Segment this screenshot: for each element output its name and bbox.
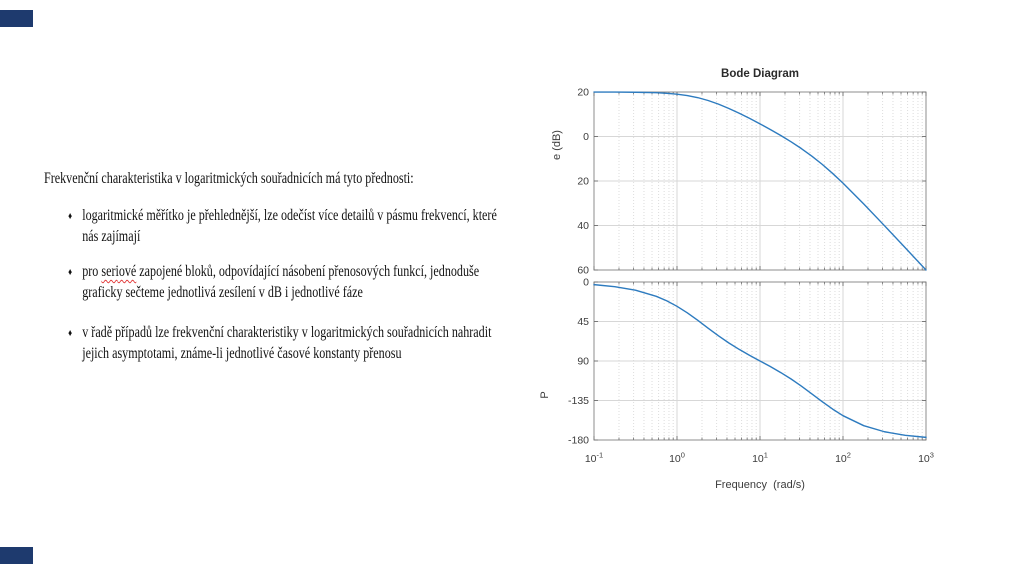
bullet-line: logaritmické měřítko je přehlednější, lz…	[82, 207, 497, 224]
bullet-diamond-icon: ♦	[68, 211, 73, 222]
bullet-item-2: ♦ pro seriové zapojené bloků, odpovídají…	[68, 261, 479, 303]
bullet-diamond-icon: ♦	[68, 328, 73, 339]
y-tick-label: 40	[577, 220, 589, 232]
x-tick-label: 101	[752, 451, 768, 466]
y-tick-label: 20	[577, 87, 589, 99]
bullet-line: graficky sečteme jednotlivá zesílení v d…	[82, 284, 363, 301]
y-tick-label: 90	[577, 356, 589, 368]
bullet-line: v řadě případů lze frekvenční charakteri…	[82, 324, 492, 341]
text-block: Frekvenční charakteristika v logaritmick…	[44, 168, 574, 383]
bullet-item-3: ♦ v řadě případů lze frekvenční charakte…	[68, 322, 491, 364]
x-tick-label: 103	[918, 451, 934, 466]
y-tick-label: -135	[568, 395, 589, 407]
slide-corner-decor-bottom	[0, 547, 33, 564]
bullet-text: v řadě případů lze frekvenční charakteri…	[82, 322, 491, 364]
y-tick-label: -180	[568, 435, 589, 447]
magnitude-axis-label: e (dB)	[551, 130, 563, 160]
bode-diagram-svg: 20 0 20 40 60 e (dB) 0 45 90 -135 -180 P Bode Diagra…	[539, 68, 934, 491]
bullet-line: nás zajímají	[82, 228, 141, 245]
phase-curve	[593, 283, 927, 439]
bullet-item-1: ♦ logaritmické měřítko je přehlednější, …	[68, 205, 497, 247]
x-tick-label: 10-1	[585, 451, 603, 466]
phase-axis-label: P	[539, 391, 551, 398]
bullet-text: pro seriové zapojené bloků, odpovídající…	[82, 261, 479, 303]
bullet-line: zapojené bloků, odpovídající násobení př…	[136, 263, 480, 280]
heading: Frekvenční charakteristika v logaritmick…	[44, 170, 414, 187]
bullet-line: jejich asymptotami, známe-li jednotlivé …	[82, 345, 402, 362]
magnitude-curve	[593, 91, 927, 271]
y-tick-label: 45	[577, 316, 589, 328]
y-tick-label: 0	[583, 277, 589, 289]
bullet-line: pro	[82, 263, 102, 280]
x-tick-label: 102	[835, 451, 851, 466]
y-tick-label: 20	[577, 176, 589, 188]
chart-title: Bode Diagram	[721, 68, 799, 80]
slide-corner-decor-top	[0, 10, 33, 27]
x-tick-label: 100	[669, 451, 685, 466]
bullet-text: logaritmické měřítko je přehlednější, lz…	[82, 205, 497, 247]
x-axis-label: Frequency (rad/s)	[715, 479, 805, 491]
y-tick-label: 60	[577, 265, 589, 277]
bullet-diamond-icon: ♦	[68, 267, 73, 278]
misspelled-word: seriové	[101, 263, 137, 280]
bode-diagram-chart: 20 0 20 40 60 e (dB) 0 45 90 -135 -180 P Bode Diagra…	[536, 55, 936, 525]
y-tick-label: 0	[583, 131, 589, 143]
